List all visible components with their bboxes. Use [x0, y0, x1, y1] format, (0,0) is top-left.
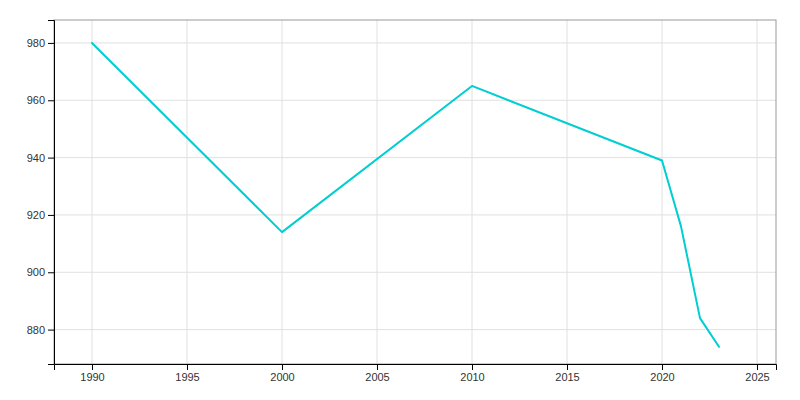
x-axis-line — [55, 365, 777, 371]
y-tick-label: 980 — [27, 37, 45, 49]
x-tick: 2000 — [270, 364, 294, 383]
y-tick: 920 — [27, 209, 54, 221]
y-tick-label: 880 — [27, 324, 45, 336]
x-tick: 2020 — [650, 364, 674, 383]
grid-line-y — [54, 272, 776, 273]
y-tick: 900 — [27, 266, 54, 278]
x-tick-mark — [377, 364, 378, 370]
grid-line-x — [187, 20, 188, 364]
x-tick-label: 2000 — [270, 371, 294, 383]
x-tick: 2025 — [745, 364, 769, 383]
x-tick-label: 2015 — [555, 371, 579, 383]
y-axis: 880 900 920 940 960 980 — [27, 21, 55, 365]
x-tick-label: 2020 — [650, 371, 674, 383]
x-axis: 1990 1995 2000 2005 2010 2015 2020 2025 — [55, 364, 777, 383]
grid-line-y — [54, 329, 776, 330]
x-tick-mark — [187, 364, 188, 370]
y-tick-mark — [48, 100, 54, 101]
grid-line-y — [54, 214, 776, 215]
grid-line-x — [757, 20, 758, 364]
x-tick-mark — [282, 364, 283, 370]
x-tick-mark — [472, 364, 473, 370]
grid-line-x — [92, 20, 93, 364]
x-tick: 1995 — [175, 364, 199, 383]
x-tick: 2015 — [555, 364, 579, 383]
grid-line-y — [54, 42, 776, 43]
grid — [54, 20, 776, 364]
grid-line-x — [377, 20, 378, 364]
y-tick: 940 — [27, 152, 54, 164]
x-tick: 1990 — [80, 364, 104, 383]
plot-frame — [54, 20, 776, 364]
y-tick-mark — [48, 272, 54, 273]
y-tick-label: 960 — [27, 94, 45, 106]
plot: 1990 1995 2000 2005 2010 2015 2020 2025 880 900 92… — [27, 20, 777, 383]
y-tick: 980 — [27, 37, 54, 49]
y-tick-mark — [48, 158, 54, 159]
x-tick-label: 2025 — [745, 371, 769, 383]
y-axis-line — [48, 21, 55, 365]
y-tick-mark — [48, 215, 54, 216]
y-tick-label: 900 — [27, 266, 45, 278]
marks — [92, 43, 719, 347]
grid-line-x — [567, 20, 568, 364]
grid-line-x — [662, 20, 663, 364]
x-tick-mark — [567, 364, 568, 370]
x-tick-mark — [662, 364, 663, 370]
x-tick-mark — [92, 364, 93, 370]
grid-line-y — [54, 157, 776, 158]
y-tick-label: 920 — [27, 209, 45, 221]
x-tick-label: 1995 — [175, 371, 199, 383]
y-tick-mark — [48, 43, 54, 44]
y-tick-mark — [48, 330, 54, 331]
x-tick: 2005 — [365, 364, 389, 383]
y-tick: 880 — [27, 324, 54, 336]
grid-line-y — [54, 100, 776, 101]
y-tick-label: 940 — [27, 152, 45, 164]
x-tick: 2010 — [460, 364, 484, 383]
grid-line-x — [282, 20, 283, 364]
x-tick-label: 2005 — [365, 371, 389, 383]
chart: 1990 1995 2000 2005 2010 2015 2020 2025 880 900 92… — [0, 0, 800, 400]
x-tick-mark — [757, 364, 758, 370]
grid-line-x — [472, 20, 473, 364]
x-tick-label: 1990 — [80, 371, 104, 383]
x-tick-label: 2010 — [460, 371, 484, 383]
data-line — [92, 43, 719, 347]
y-tick: 960 — [27, 94, 54, 106]
